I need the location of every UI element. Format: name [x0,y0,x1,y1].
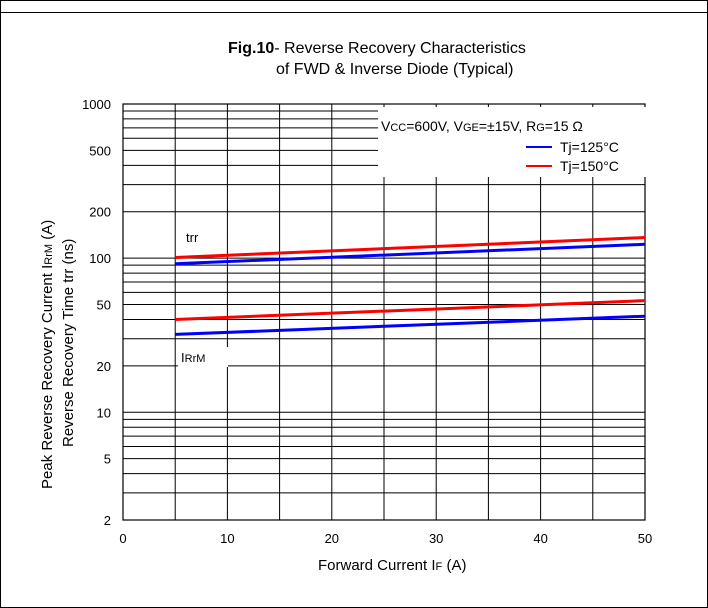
y-tick-label: 500 [89,143,111,158]
annotation-irrm: IRrM [181,350,205,365]
plot-border [122,103,646,521]
chart-title-rest: - Reverse Recovery Characteristics [274,40,526,57]
figure-top-border [0,0,708,13]
y-axis-title-line2: Reverse Recovery Time trr (ns) [60,239,77,447]
y-axis-title-line1: Peak Reverse Recovery Current IRrM (A) [39,220,56,489]
chart-title-line2: of FWD & Inverse Diode (Typical) [276,61,513,78]
legend-label-tj125: Tj=125°C [560,139,619,155]
annotation-irrm-bg [178,347,228,367]
x-tick-label: 20 [325,531,339,546]
condition-text: VCC=600V, VGE=±15V, RG=15 Ω [381,118,583,134]
y-tick-label: 1000 [82,97,111,112]
y-tick-label: 20 [97,359,111,374]
x-axis-title: Forward Current IF (A) [318,557,466,574]
chart-title: Fig.10- Reverse Recovery Characteristics [228,40,526,57]
y-tick-label: 100 [89,251,111,266]
annotation-trr: trr [186,230,199,245]
annotation-trr-bg [180,226,210,246]
chart-title-bold: Fig.10 [228,40,274,57]
y-tick-label: 200 [89,205,111,220]
y-tick-label: 50 [97,298,111,313]
x-tick-label: 30 [429,531,443,546]
series-line-irrm-tj125 [175,314,646,336]
series-line-irrm-tj150 [175,299,646,321]
series-line-trr-tj125 [175,242,646,266]
x-tick-label: 40 [533,531,547,546]
legend-label-tj150: Tj=150°C [560,158,619,174]
series-line-trr-tj150 [175,236,646,259]
legend-background [378,107,646,177]
x-tick-label: 10 [220,531,234,546]
x-tick-label: 50 [638,531,652,546]
x-tick-label: 0 [119,531,126,546]
y-tick-label: 2 [104,513,111,528]
y-tick-label: 5 [104,452,111,467]
y-tick-label: 10 [97,405,111,420]
